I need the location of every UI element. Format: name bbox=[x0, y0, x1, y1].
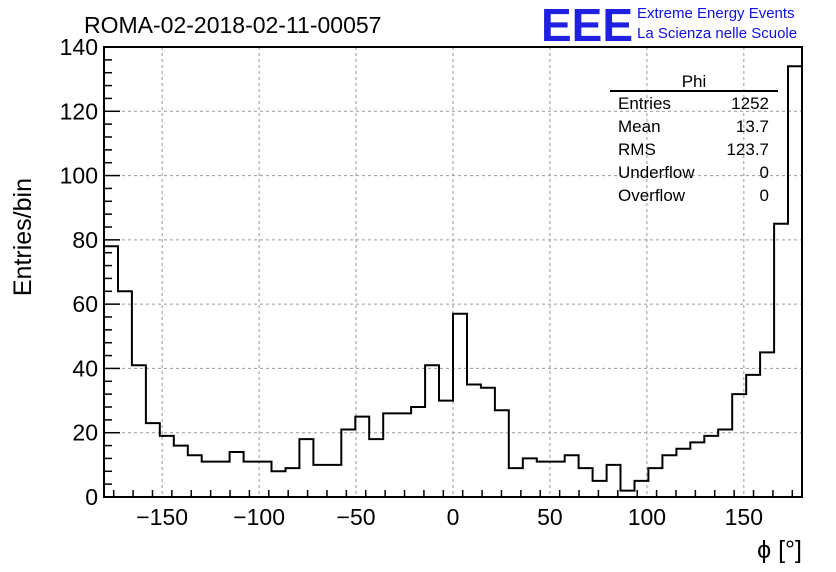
stats-value-rms: 123.7 bbox=[726, 140, 769, 159]
x-tick-label: 150 bbox=[725, 504, 763, 530]
axis-ticks bbox=[104, 46, 794, 498]
tick-labels: −150 −100 −50 0 50 100 150 0 20 40 60 80 100 120 140 bbox=[60, 34, 763, 530]
eee-logo: EEE Extreme Energy Events La Scienza nel… bbox=[541, 0, 797, 51]
stats-label-entries: Entries bbox=[618, 94, 671, 113]
y-tick-label: 80 bbox=[72, 227, 98, 253]
plot-frame bbox=[103, 46, 803, 498]
histogram-line bbox=[104, 65, 802, 492]
stats-value-underflow: 0 bbox=[760, 163, 769, 182]
logo-line-1: Extreme Energy Events bbox=[637, 5, 795, 22]
stats-label-rms: RMS bbox=[618, 140, 656, 159]
logo-mark: EEE bbox=[541, 0, 633, 51]
y-tick-label: 140 bbox=[60, 34, 98, 60]
stats-value-mean: 13.7 bbox=[736, 117, 769, 136]
stats-title: Phi bbox=[682, 72, 707, 91]
y-tick-label: 100 bbox=[60, 163, 98, 189]
y-tick-label: 60 bbox=[72, 291, 98, 317]
stats-value-entries: 1252 bbox=[731, 94, 769, 113]
stats-label-underflow: Underflow bbox=[618, 163, 695, 182]
y-tick-label: 20 bbox=[72, 420, 98, 446]
stats-label-overflow: Overflow bbox=[618, 186, 686, 205]
x-axis-label: ϕ [°] bbox=[757, 536, 802, 564]
chart-title: ROMA-02-2018-02-11-00057 bbox=[84, 12, 381, 38]
x-tick-label: 100 bbox=[628, 504, 666, 530]
x-tick-label: −100 bbox=[233, 504, 285, 530]
x-tick-label: −150 bbox=[136, 504, 188, 530]
stats-label-mean: Mean bbox=[618, 117, 661, 136]
grid-lines bbox=[104, 47, 802, 497]
stats-rows: Entries 1252 Mean 13.7 RMS 123.7 Underflow 0 Ove… bbox=[618, 94, 769, 205]
y-tick-label: 0 bbox=[85, 484, 98, 510]
x-tick-label: 50 bbox=[537, 504, 563, 530]
x-tick-label: −50 bbox=[337, 504, 376, 530]
y-axis-label: Entries/bin bbox=[9, 178, 37, 296]
logo-line-2: La Scienza nelle Scuole bbox=[637, 25, 797, 42]
y-tick-label: 40 bbox=[72, 355, 98, 381]
stats-box: Phi Entries 1252 Mean 13.7 RMS 123.7 Underflow… bbox=[610, 72, 778, 205]
y-tick-label: 120 bbox=[60, 98, 98, 124]
stats-value-overflow: 0 bbox=[760, 186, 769, 205]
x-tick-label: 0 bbox=[447, 504, 460, 530]
